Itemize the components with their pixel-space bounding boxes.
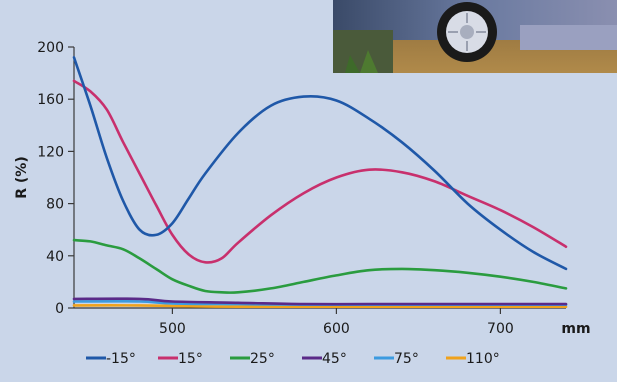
x-tick-label: 700 bbox=[487, 321, 514, 337]
car-photo bbox=[333, 0, 617, 73]
x-tick-label: 600 bbox=[323, 321, 350, 337]
series-line bbox=[72, 56, 568, 271]
legend-label: 45° bbox=[322, 351, 347, 367]
legend-label: -15° bbox=[106, 351, 136, 367]
x-axis-label: mm bbox=[561, 321, 590, 337]
y-tick-label: 0 bbox=[55, 301, 64, 317]
legend-label: 75° bbox=[394, 351, 419, 367]
y-tick-label: 120 bbox=[37, 144, 64, 160]
y-axis-label: R (%) bbox=[14, 156, 30, 198]
x-tick-label: 500 bbox=[159, 321, 186, 337]
series-line bbox=[72, 238, 568, 294]
y-tick-label: 200 bbox=[37, 40, 64, 56]
legend-label: 110° bbox=[466, 351, 500, 367]
series-layer bbox=[72, 56, 568, 309]
legend-label: 15° bbox=[178, 351, 203, 367]
series-line bbox=[72, 79, 568, 264]
legend-label: 25° bbox=[250, 351, 275, 367]
y-tick-label: 80 bbox=[46, 197, 64, 213]
legend: -15° 15° 25° 45° 75° 110° bbox=[86, 351, 500, 367]
axes: 0 40 80 120 160 200 500 600 700 mm R (%) bbox=[14, 40, 591, 337]
y-tick-label: 40 bbox=[46, 249, 64, 265]
series-line bbox=[72, 304, 568, 309]
series-line bbox=[72, 297, 568, 306]
y-tick-label: 160 bbox=[37, 92, 64, 108]
